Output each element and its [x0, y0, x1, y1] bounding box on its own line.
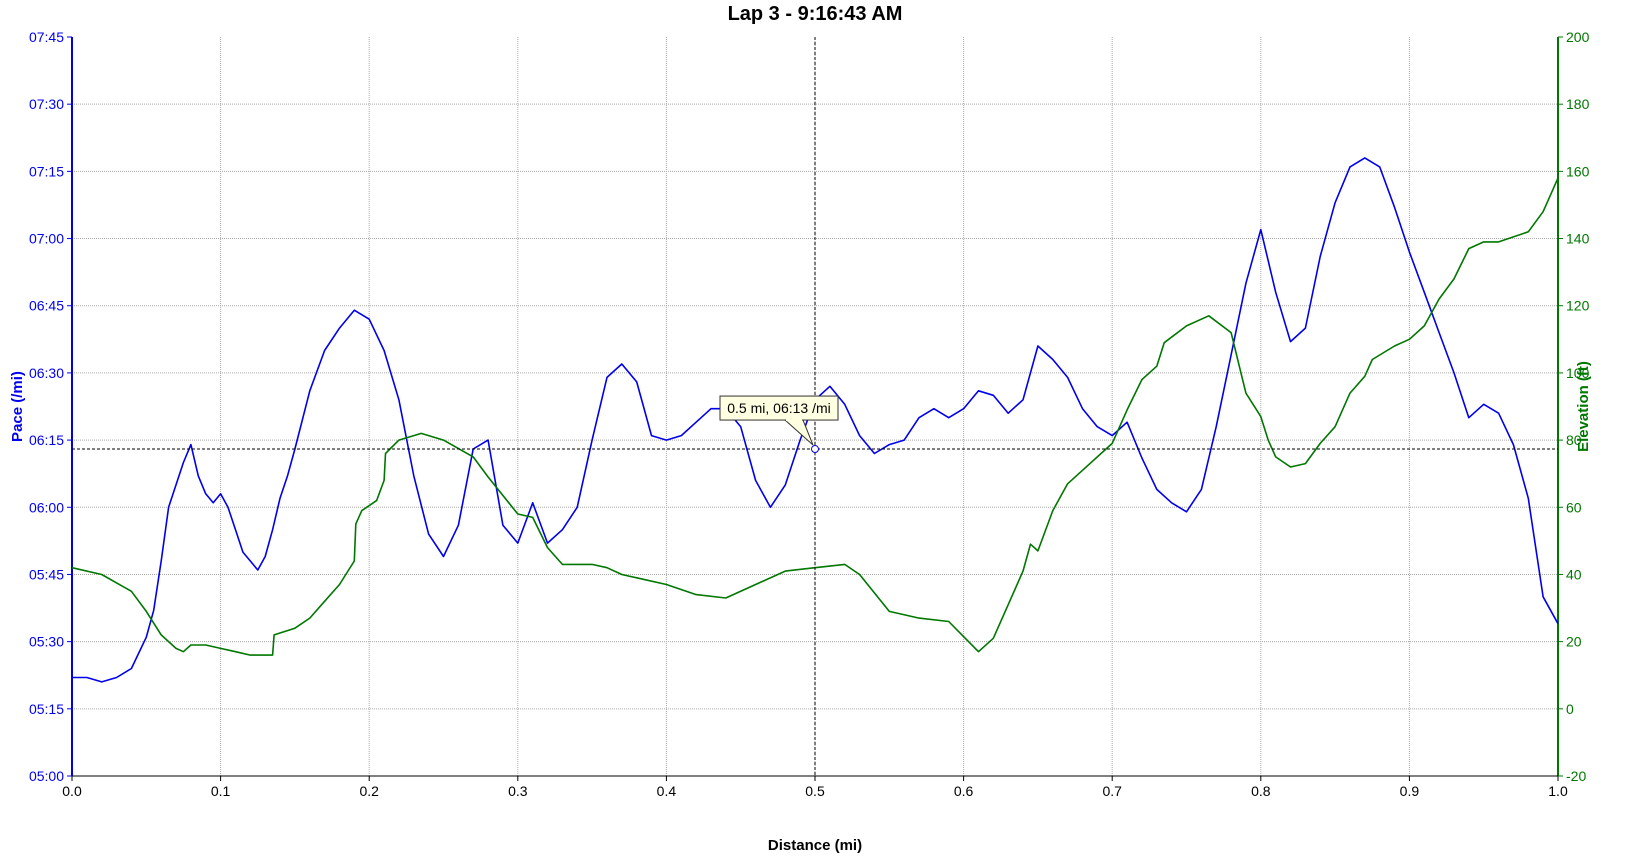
left-tick-label: 06:45 — [29, 298, 64, 314]
right-tick-label: 140 — [1566, 231, 1590, 247]
chart-title: Lap 3 - 9:16:43 AM — [727, 3, 903, 25]
x-tick-label: 0.3 — [508, 783, 528, 799]
right-tick-label: 20 — [1566, 634, 1582, 650]
x-tick-label: 0.5 — [805, 783, 825, 799]
left-tick-label: 06:30 — [29, 365, 64, 381]
left-tick-label: 05:30 — [29, 634, 64, 650]
left-tick-label: 06:15 — [29, 432, 64, 448]
right-tick-label: 180 — [1566, 96, 1590, 112]
tooltip-box — [719, 395, 839, 421]
right-tick-label: 100 — [1566, 365, 1590, 381]
elevation-line — [71, 177, 1559, 656]
left-tick-label: 07:45 — [29, 29, 64, 45]
left-tick-label: 06:00 — [29, 499, 64, 515]
x-tick-label: 0.0 — [62, 783, 82, 799]
right-tick-label: 40 — [1566, 566, 1582, 582]
right-tick-label: 60 — [1566, 499, 1582, 515]
x-axis-label: Distance (mi) — [768, 837, 862, 854]
right-tick-label: 0 — [1566, 701, 1574, 717]
right-tick-label: 80 — [1566, 432, 1582, 448]
left-tick-label: 05:45 — [29, 566, 64, 582]
right-axis-label: Elevation (ft) — [1575, 361, 1592, 452]
x-tick-label: 0.7 — [1102, 783, 1122, 799]
right-tick-label: 120 — [1566, 298, 1590, 314]
x-tick-label: 0.9 — [1400, 783, 1420, 799]
left-tick-label: 07:00 — [29, 231, 64, 247]
x-tick-label: 1.0 — [1548, 783, 1568, 799]
ticks: 0.0 0.1 0.2 0.3 0.4 0.5 0.6 0.7 0.8 0.9 1.0 05:00 05… — [29, 29, 1590, 799]
x-tick-label: 0.8 — [1251, 783, 1271, 799]
crosshair-cursor: 0.5 mi, 06:13 /mi — [72, 37, 1558, 776]
left-tick-label: 05:15 — [29, 701, 64, 717]
left-axis-label: Pace (/mi) — [9, 371, 26, 442]
left-tick-label: 07:30 — [29, 96, 64, 112]
right-tick-label: 160 — [1566, 163, 1590, 179]
x-tick-label: 0.1 — [211, 783, 231, 799]
right-tick-label: -20 — [1566, 768, 1586, 784]
left-tick-label: 07:15 — [29, 163, 64, 179]
left-tick-label: 05:00 — [29, 768, 64, 784]
tooltip-text: 0.5 mi, 06:13 /mi — [727, 400, 831, 416]
pace-line — [72, 157, 1559, 683]
x-tick-label: 0.2 — [359, 783, 379, 799]
x-tick-label: 0.6 — [954, 783, 974, 799]
cursor-marker — [811, 445, 819, 454]
x-tick-label: 0.4 — [657, 783, 677, 799]
series-layer — [71, 157, 1559, 683]
right-tick-label: 200 — [1566, 29, 1590, 45]
